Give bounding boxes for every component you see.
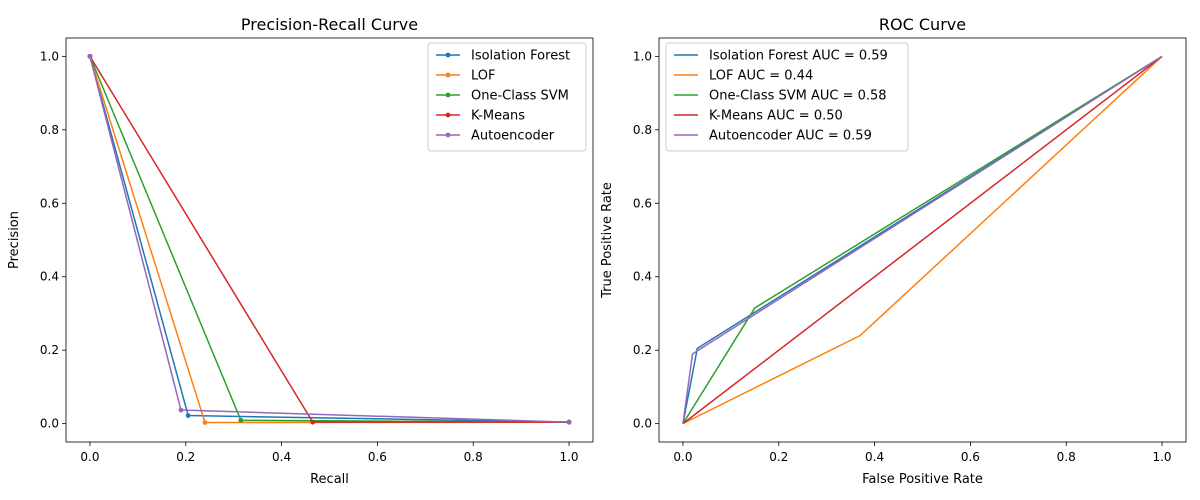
series-5-point-1 [87, 53, 93, 59]
series-2-point-2 [202, 420, 208, 425]
legend-marker-1 [445, 52, 451, 58]
chart-title: Precision-Recall Curve [241, 15, 418, 34]
x-tick-label: 0.6 [961, 450, 980, 464]
x-tick-label: 0.8 [464, 450, 483, 464]
series-line-3 [682, 55, 1163, 425]
legend: Isolation Forest LOF One-Class SVM K-Means A… [427, 42, 587, 152]
x-tick-label: 0.2 [176, 450, 195, 464]
y-tick-label: 0.0 [633, 417, 652, 431]
legend-label-1: Isolation Forest [471, 49, 570, 64]
legend-label-3: One-Class SVM AUC = 0.58 [709, 89, 887, 104]
y-tick-label: 0.2 [40, 343, 59, 357]
legend: Isolation Forest AUC = 0.59 LOF AUC = 0.4… [665, 42, 909, 152]
y-tick-label: 0.2 [633, 343, 652, 357]
y-tick-label: 0.0 [40, 417, 59, 431]
x-axis-label: Recall [310, 472, 349, 487]
legend-label-4: K-Means AUC = 0.50 [709, 109, 843, 124]
legend-label-4: K-Means [471, 109, 525, 124]
x-tick-label: 0.0 [673, 450, 692, 464]
x-tick-label: 1.0 [1152, 450, 1171, 464]
y-axis-label: Precision [7, 211, 22, 269]
x-axis-label: False Positive Rate [862, 472, 983, 487]
x-tick-label: 0.0 [80, 450, 99, 464]
axes-frame [658, 37, 1187, 443]
legend-marker-2 [445, 72, 451, 78]
y-tick-label: 0.8 [40, 123, 59, 137]
legend-label-1: Isolation Forest AUC = 0.59 [709, 49, 888, 64]
y-tick-label: 0.8 [633, 123, 652, 137]
y-tick-label: 0.4 [633, 270, 652, 284]
y-tick-label: 1.0 [40, 49, 59, 63]
legend-marker-3 [445, 92, 451, 98]
legend-label-5: Autoencoder [471, 129, 555, 144]
x-tick-label: 0.8 [1057, 450, 1076, 464]
series-3-point-2 [238, 417, 244, 423]
x-tick-label: 1.0 [559, 450, 578, 464]
legend-marker-4 [445, 112, 451, 118]
legend-label-2: LOF AUC = 0.44 [709, 69, 813, 84]
y-tick-label: 0.4 [40, 270, 59, 284]
series-line-4 [682, 55, 1163, 425]
series-line-5 [682, 55, 1163, 424]
chart-title: ROC Curve [879, 15, 966, 34]
legend-label-3: One-Class SVM [471, 89, 569, 104]
x-tick-label: 0.4 [865, 450, 884, 464]
x-tick-label: 0.2 [769, 450, 788, 464]
y-tick-label: 0.6 [633, 196, 652, 210]
series-4-point-2 [310, 419, 316, 425]
series-line-2 [682, 55, 1163, 425]
legend-label-5: Autoencoder AUC = 0.59 [709, 129, 872, 144]
chart-panel-2: ROC Curve 0.0 0.2 0.4 0.6 0.8 1.0 0.0 0.2 0.4 0.6 0… [600, 15, 1187, 487]
y-tick-label: 1.0 [633, 49, 652, 63]
axes-frame [65, 37, 594, 443]
y-tick-label: 0.6 [40, 196, 59, 210]
series-1-point-2 [185, 413, 191, 418]
y-axis-label: True Positive Rate [600, 182, 615, 299]
legend-box [427, 42, 587, 152]
series-5-point-3 [566, 419, 572, 425]
legend-label-2: LOF [471, 69, 496, 84]
legend-box [665, 42, 909, 152]
x-tick-label: 0.4 [272, 450, 291, 464]
x-tick-label: 0.6 [368, 450, 387, 464]
legend-marker-5 [445, 132, 451, 138]
series-5-point-2 [178, 407, 184, 413]
chart-panel-1: Precision-Recall Curve 0.0 0.2 0.4 0.6 0.8 1.0… [7, 15, 594, 487]
